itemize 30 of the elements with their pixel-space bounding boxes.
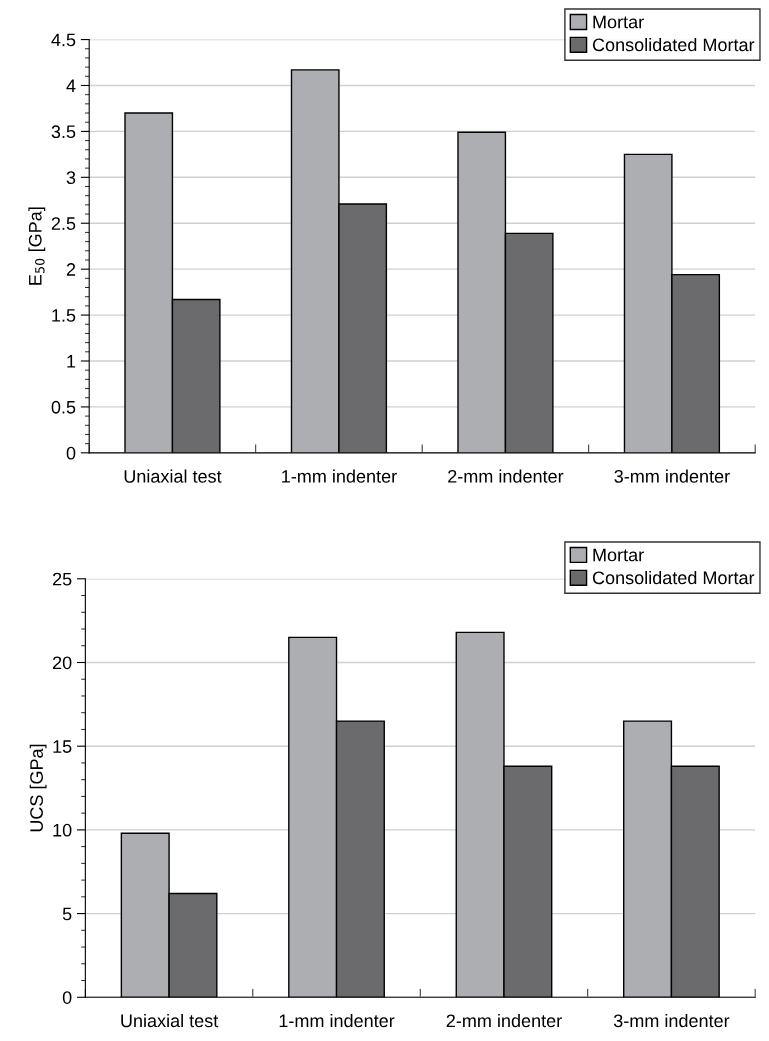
y-tick-label: 1 xyxy=(67,355,76,368)
y-tick-label: 25 xyxy=(52,572,72,586)
y-tick-label: 4 xyxy=(66,79,76,93)
y-tick-label: 20 xyxy=(52,656,72,670)
x-tick-label: 3-mm indenter xyxy=(613,1013,730,1028)
y-tick-label: 2.5 xyxy=(51,217,76,230)
x-tick-label: Uniaxial test xyxy=(121,1013,219,1028)
x-tick-label: 1-mm indenter xyxy=(282,469,397,483)
x-tick-label: 2-mm indenter xyxy=(446,1013,562,1028)
y-tick-label: 10 xyxy=(53,823,72,837)
y-axis-title: E$_{50}$ [GPa] xyxy=(28,207,46,285)
legend-label: Mortar xyxy=(593,15,644,29)
legend-label: Consolidated Mortar xyxy=(592,37,755,52)
x-tick-label: 3-mm indenter xyxy=(614,469,730,483)
legend-label: Mortar xyxy=(593,548,644,562)
y-tick-label: 1.5 xyxy=(52,309,76,322)
legend-label: Consolidated Mortar xyxy=(592,570,755,585)
y-tick-label: 0.5 xyxy=(51,400,76,414)
y-tick-label: 0 xyxy=(62,991,72,1004)
y-tick-label: 2 xyxy=(66,263,76,276)
y-tick-label: 5 xyxy=(62,907,72,921)
x-tick-label: 1-mm indenter xyxy=(279,1013,395,1028)
y-axis-title: UCS [GPa] xyxy=(29,744,47,832)
y-tick-label: 3 xyxy=(66,171,76,185)
y-tick-label: 0 xyxy=(66,446,76,460)
y-tick-label: 4.5 xyxy=(51,33,76,47)
y-tick-label: 3.5 xyxy=(51,125,76,139)
x-tick-label: Uniaxial test xyxy=(124,469,222,483)
y-tick-label: 15 xyxy=(53,740,72,753)
x-tick-label: 2-mm indenter xyxy=(448,469,564,483)
